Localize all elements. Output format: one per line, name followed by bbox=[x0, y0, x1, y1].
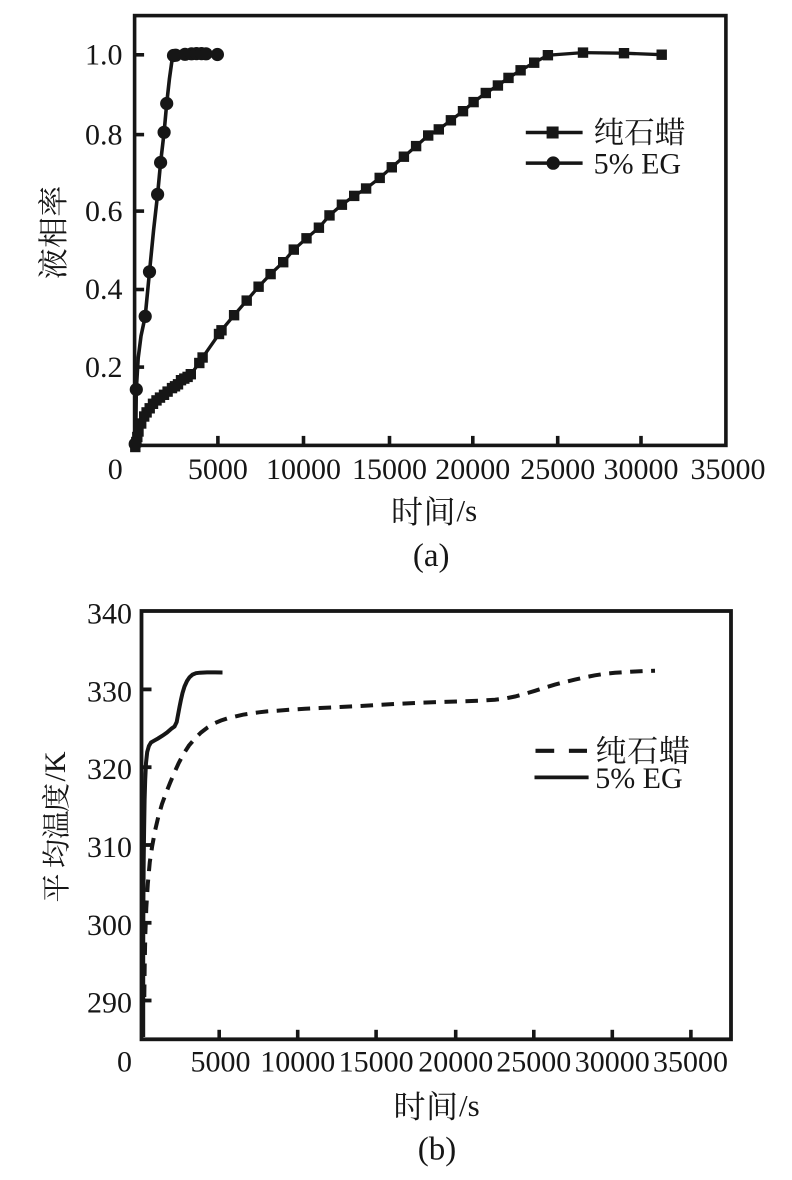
svg-text:15000: 15000 bbox=[352, 453, 427, 486]
svg-text:290: 290 bbox=[87, 987, 132, 1020]
svg-text:(b): (b) bbox=[418, 1132, 456, 1168]
svg-text:10000: 10000 bbox=[260, 1046, 335, 1079]
svg-text:(a): (a) bbox=[413, 538, 450, 574]
svg-text:5000: 5000 bbox=[188, 453, 248, 486]
svg-text:310: 310 bbox=[87, 831, 132, 864]
svg-text:5000: 5000 bbox=[191, 1046, 251, 1079]
svg-text:15000: 15000 bbox=[339, 1046, 414, 1079]
svg-text:35000: 35000 bbox=[653, 1046, 728, 1079]
svg-text:20000: 20000 bbox=[435, 453, 510, 486]
svg-text:30000: 30000 bbox=[604, 453, 679, 486]
svg-text:0.8: 0.8 bbox=[85, 118, 123, 151]
svg-text:/K: /K bbox=[39, 751, 72, 781]
svg-text:25000: 25000 bbox=[496, 1046, 571, 1079]
svg-text:20000: 20000 bbox=[418, 1046, 493, 1079]
svg-text:0: 0 bbox=[117, 1046, 132, 1079]
svg-text:1.0: 1.0 bbox=[85, 39, 123, 72]
svg-text:0: 0 bbox=[108, 453, 123, 486]
svg-text:330: 330 bbox=[87, 675, 132, 708]
svg-text:10000: 10000 bbox=[266, 453, 341, 486]
svg-text:5% EG: 5% EG bbox=[594, 148, 681, 181]
svg-text:320: 320 bbox=[87, 753, 132, 786]
svg-text:0.2: 0.2 bbox=[85, 351, 123, 384]
svg-text:340: 340 bbox=[87, 597, 132, 630]
svg-text:5% EG: 5% EG bbox=[595, 762, 682, 795]
svg-text:25000: 25000 bbox=[520, 453, 595, 486]
svg-text:30000: 30000 bbox=[575, 1046, 650, 1079]
svg-text:300: 300 bbox=[87, 909, 132, 942]
svg-text:0.4: 0.4 bbox=[85, 273, 123, 306]
svg-text:/s: /s bbox=[459, 1088, 480, 1123]
svg-text:0.6: 0.6 bbox=[85, 195, 123, 228]
svg-text:/s: /s bbox=[457, 493, 478, 528]
svg-text:35000: 35000 bbox=[691, 453, 766, 486]
